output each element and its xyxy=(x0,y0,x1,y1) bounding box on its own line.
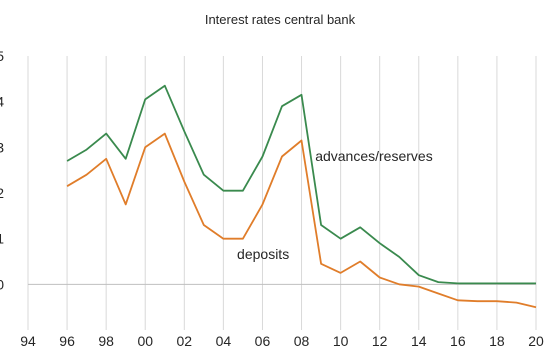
series-line-advances-reserves xyxy=(66,84,536,285)
series-line-deposits xyxy=(66,132,537,309)
y-tick-label: 2 xyxy=(0,185,4,201)
y-tick-labels: 0 1 2 3 4 5 xyxy=(0,48,4,292)
y-tick-label: 3 xyxy=(0,139,4,155)
x-tick-label: 00 xyxy=(137,333,153,349)
x-tick-label: 14 xyxy=(411,333,427,349)
y-tick-label: 4 xyxy=(0,94,4,110)
x-tick-label: 20 xyxy=(528,333,544,349)
series-annotation: advances/reserves xyxy=(315,148,433,164)
y-tick-label: 0 xyxy=(0,276,4,292)
annotations: advances/reserves deposits xyxy=(237,148,433,262)
x-tick-label: 10 xyxy=(333,333,349,349)
x-tick-label: 96 xyxy=(59,333,75,349)
x-tick-label: 16 xyxy=(450,333,466,349)
chart-title: Interest rates central bank xyxy=(205,12,356,27)
x-tick-label: 08 xyxy=(294,333,310,349)
x-tick-label: 18 xyxy=(489,333,505,349)
x-tick-label: 12 xyxy=(372,333,388,349)
y-tick-label: 1 xyxy=(0,231,4,247)
x-tick-label: 04 xyxy=(216,333,232,349)
x-tick-labels: 94 96 98 00 02 04 06 08 10 12 14 16 18 20 xyxy=(20,333,544,349)
x-tick-label: 98 xyxy=(98,333,114,349)
grid-lines xyxy=(27,56,537,330)
series-layer xyxy=(66,84,537,309)
y-tick-label: 5 xyxy=(0,48,4,64)
x-tick-label: 02 xyxy=(177,333,193,349)
x-tick-label: 94 xyxy=(20,333,36,349)
series-annotation: deposits xyxy=(237,246,289,262)
x-tick-label: 06 xyxy=(255,333,271,349)
